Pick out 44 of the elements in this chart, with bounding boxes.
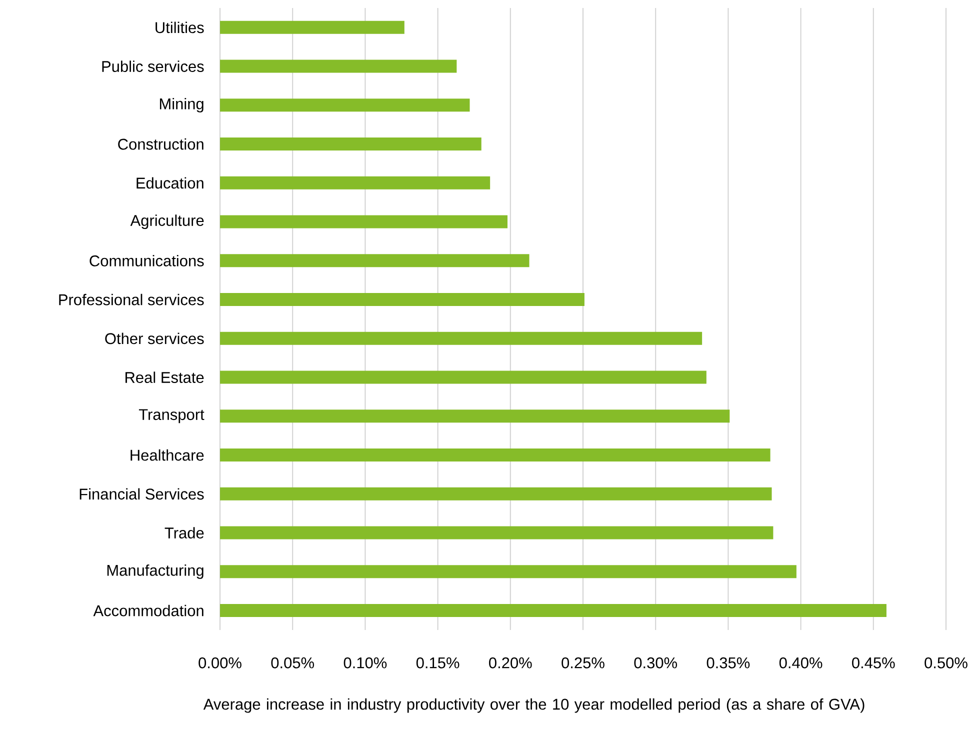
x-tick-label: 0.35% <box>706 657 750 668</box>
bar <box>220 565 796 578</box>
bar <box>220 138 482 151</box>
y-tick-label: Real Estate <box>126 372 204 384</box>
x-tick-label: 0.25% <box>562 657 604 668</box>
bar <box>220 20 404 34</box>
x-tick-label: 0.10% <box>344 657 387 668</box>
y-tick-label: Mining <box>160 98 204 112</box>
y-tick-label: Professional services <box>59 294 204 306</box>
y-tick-label: Other services <box>105 332 204 344</box>
bar <box>220 98 470 112</box>
x-tick-label: 0.45% <box>852 657 895 668</box>
y-tick-label: Transport <box>138 409 204 424</box>
x-tick-label: 0.05% <box>271 657 314 668</box>
y-tick-label: Manufacturing <box>107 564 204 579</box>
y-tick-label: Communications <box>90 254 204 266</box>
y-tick-label: Utilities <box>156 22 204 34</box>
bar <box>220 526 774 540</box>
bar <box>220 448 770 462</box>
bar <box>220 370 706 384</box>
bar <box>220 60 457 73</box>
y-tick-label: Public services <box>102 60 204 72</box>
bar <box>220 604 886 618</box>
x-tick-label: 0.20% <box>489 657 532 668</box>
y-tick-label: Agriculture <box>130 214 204 230</box>
x-tick-label: 0.00% <box>198 657 242 668</box>
bar <box>220 176 490 190</box>
y-tick-label: Trade <box>164 527 204 539</box>
x-axis-title: Average increase in industry productivity over the 10 year modelled period (as a share of GVA) <box>203 698 864 713</box>
x-tick-label: 0.50% <box>924 657 968 668</box>
bar <box>220 332 702 345</box>
x-tick-label: 0.40% <box>779 657 822 668</box>
bar <box>220 410 730 423</box>
x-tick-label: 0.30% <box>634 657 678 668</box>
y-tick-label: Construction <box>118 138 204 150</box>
y-tick-label: Financial Services <box>80 488 204 500</box>
bar <box>220 254 530 268</box>
bar <box>220 293 584 306</box>
bar <box>220 487 772 500</box>
y-tick-label: Education <box>136 177 204 189</box>
x-tick-label: 0.15% <box>416 657 460 668</box>
y-tick-label: Healthcare <box>130 449 204 461</box>
bar <box>220 215 508 228</box>
y-tick-label: Accommodation <box>93 604 204 616</box>
